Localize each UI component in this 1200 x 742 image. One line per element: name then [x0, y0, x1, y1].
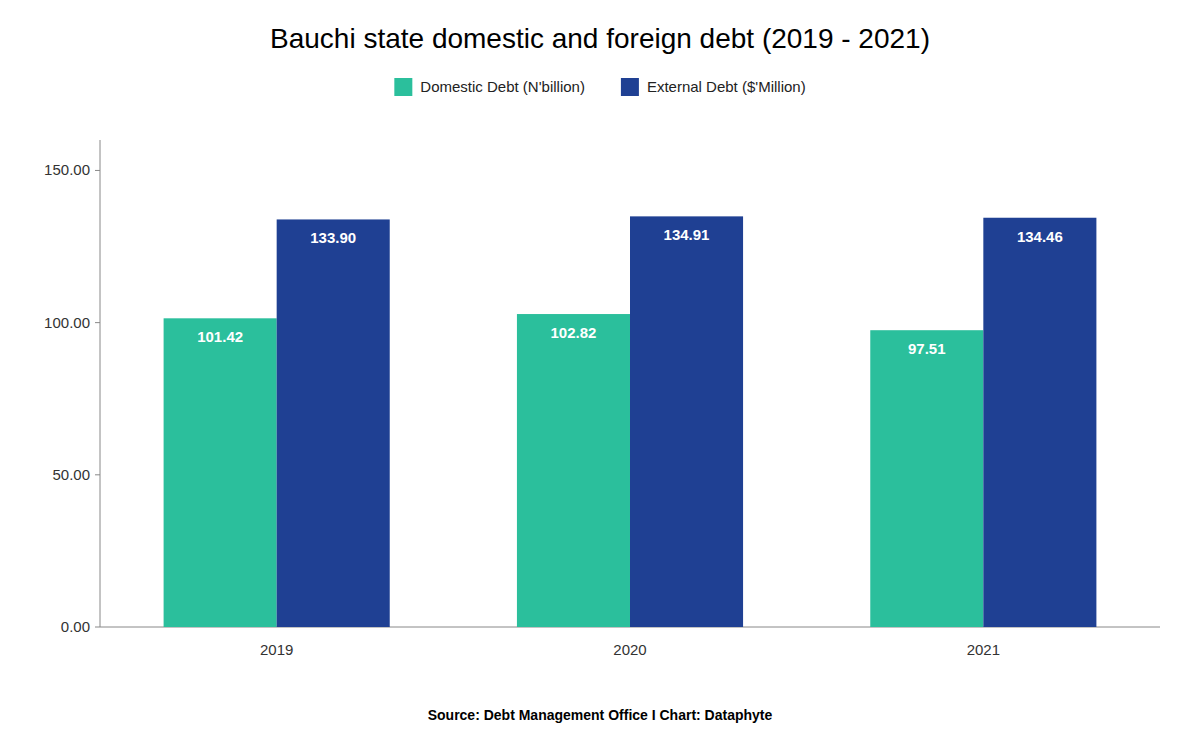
bar: [164, 318, 277, 627]
source-note: Source: Debt Management Office I Chart: …: [428, 707, 773, 723]
data-label: 97.51: [908, 340, 946, 357]
bar: [983, 218, 1096, 627]
bar: [277, 219, 390, 627]
y-tick-label: 150.00: [44, 161, 90, 178]
bar: [630, 216, 743, 627]
bars: [164, 216, 1097, 627]
y-tick: [95, 170, 100, 171]
title: Bauchi state domestic and foreign debt (…: [270, 23, 930, 54]
bar: [517, 314, 630, 627]
y-axis: 0.00 50.00 100.00 150.00: [44, 140, 1160, 635]
legend-swatch: [621, 78, 639, 96]
background: [0, 0, 1200, 742]
legend-label: Domestic Debt (N'billion): [420, 78, 585, 95]
y-tick-label: 50.00: [52, 466, 90, 483]
data-label: 101.42: [197, 328, 243, 345]
data-label: 134.91: [664, 226, 710, 243]
bar: [870, 330, 983, 627]
x-axis: 2019 2020 2021: [260, 641, 1000, 658]
x-tick-label: 2021: [967, 641, 1000, 658]
legend: Domestic Debt (N'billion) External Debt (…: [394, 78, 805, 96]
x-tick-label: 2019: [260, 641, 293, 658]
data-label: 102.82: [551, 324, 597, 341]
legend-label: External Debt ($'Million): [647, 78, 806, 95]
y-tick: [95, 322, 100, 323]
data-label: 134.46: [1017, 228, 1063, 245]
data-labels: 101.42 133.90 102.82 134.91 97.51 134.46: [197, 226, 1063, 357]
y-axis-line: [100, 140, 101, 627]
y-tick: [95, 627, 100, 628]
data-label: 133.90: [310, 229, 356, 246]
y-tick-label: 100.00: [44, 314, 90, 331]
y-tick-label: 0.00: [61, 618, 90, 635]
y-tick: [95, 474, 100, 475]
legend-item: External Debt ($'Million): [621, 78, 806, 96]
chart: Bauchi state domestic and foreign debt (…: [0, 0, 1200, 742]
legend-item: Domestic Debt (N'billion): [394, 78, 585, 96]
legend-swatch: [394, 78, 412, 96]
x-tick-label: 2020: [613, 641, 646, 658]
